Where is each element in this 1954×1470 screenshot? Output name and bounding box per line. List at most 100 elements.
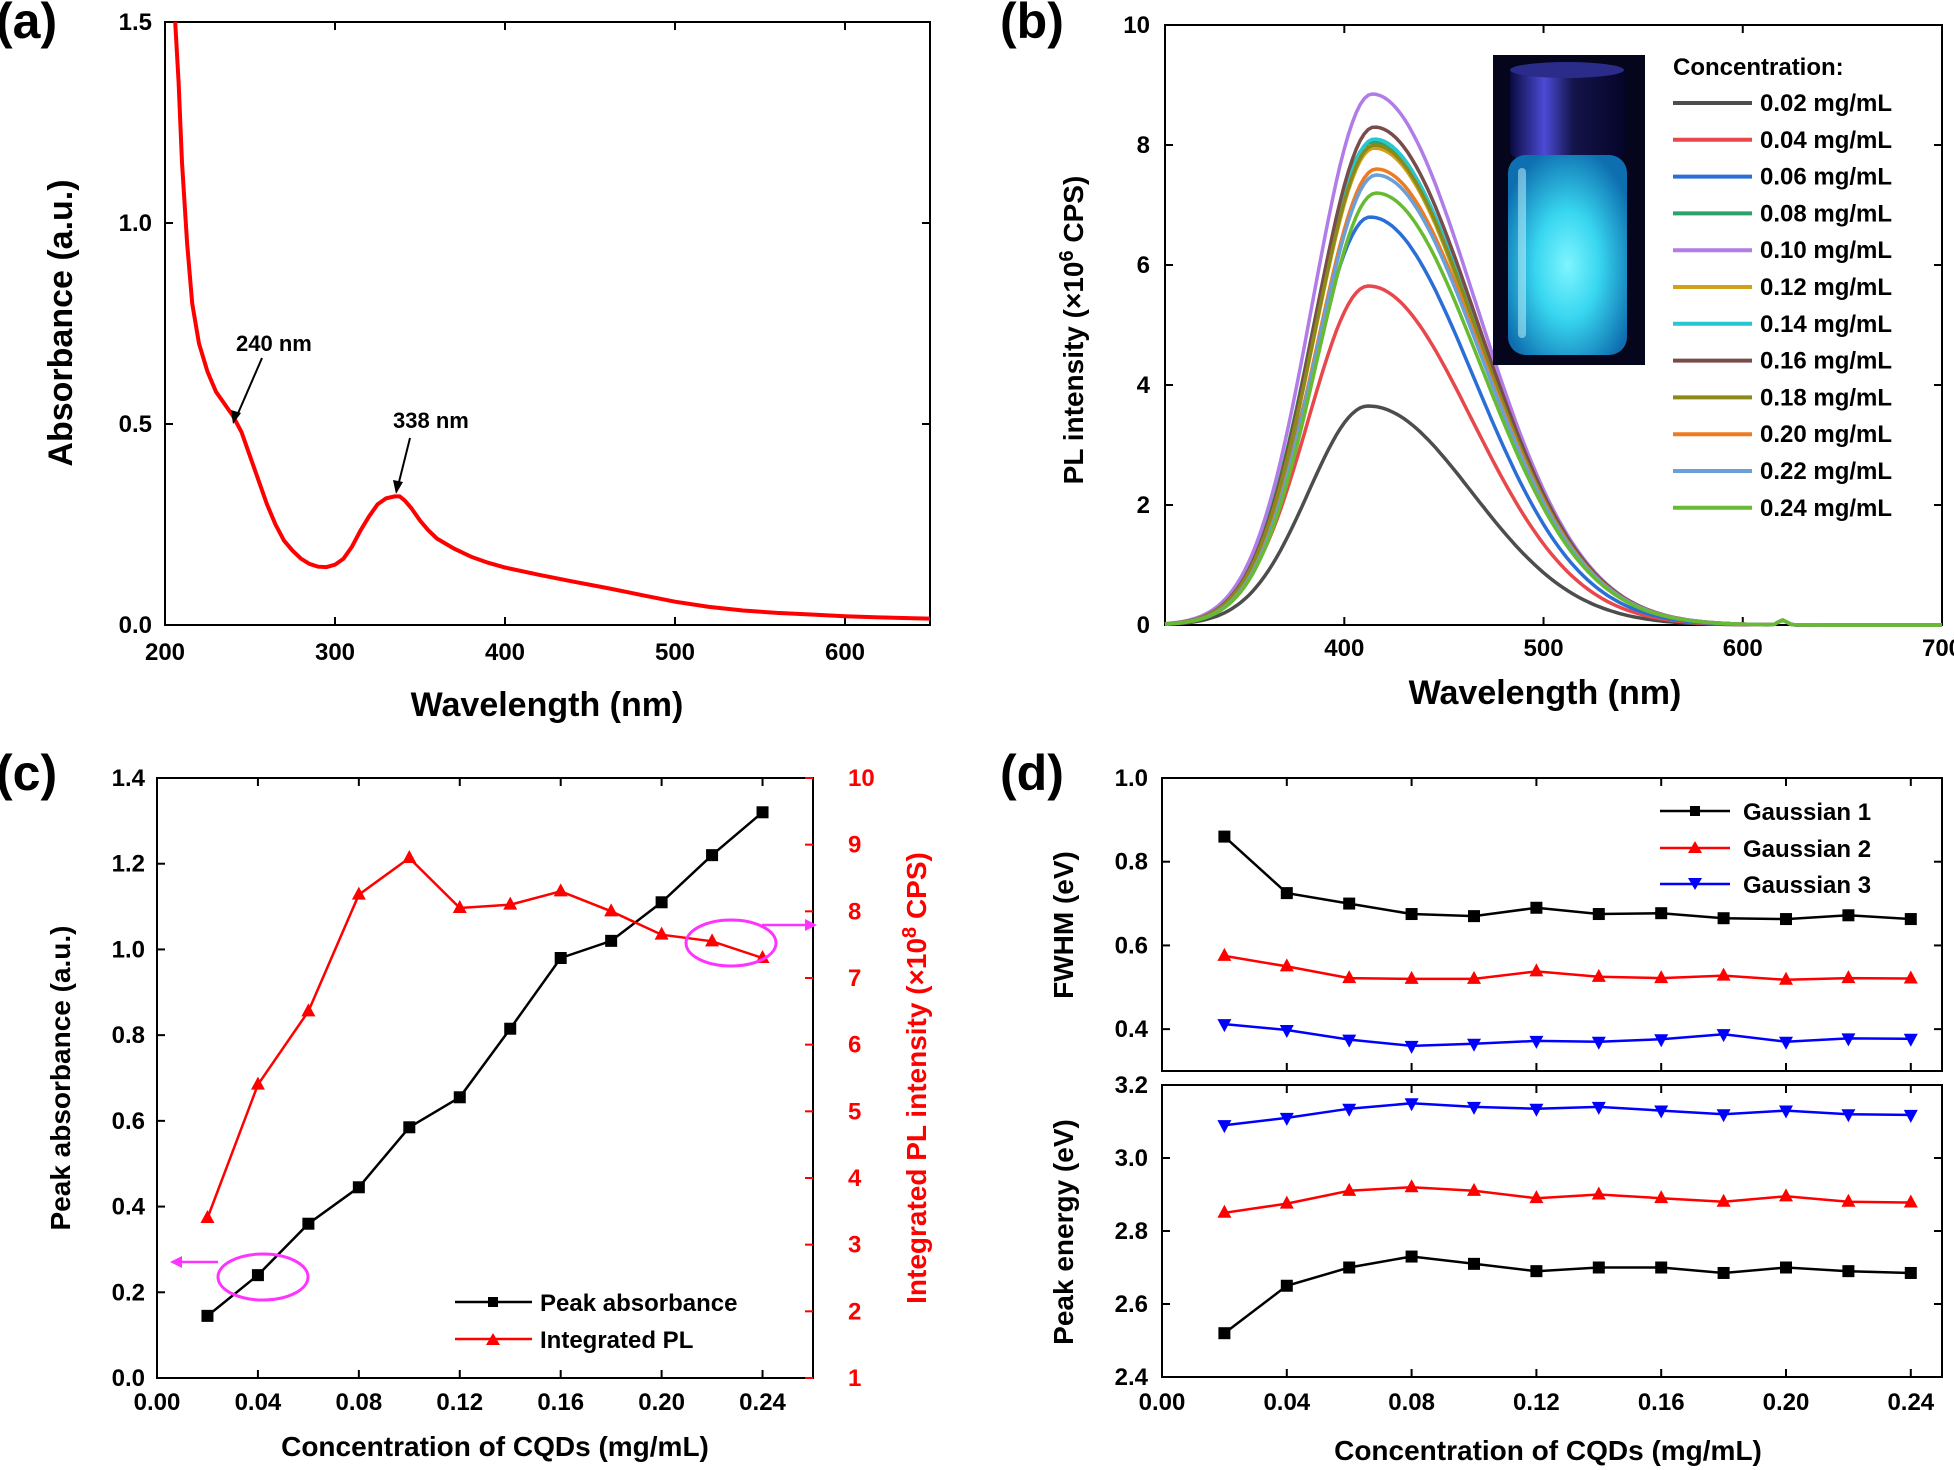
right-axis-indicator-ellipse xyxy=(684,918,778,968)
data-point xyxy=(1717,1266,1730,1279)
panel-a-xtick-label: 200 xyxy=(145,639,185,666)
panel-d-bottom-ytick-label: 3.2 xyxy=(1115,1072,1148,1099)
panel-d-top-frame xyxy=(1161,777,1943,1072)
data-point xyxy=(1467,1182,1481,1196)
panel-d-bottom-ytick-label: 2.4 xyxy=(1115,1364,1149,1391)
legend-label-2: 0.04 mg/mL xyxy=(1760,127,1892,154)
data-point xyxy=(1218,1327,1231,1340)
panel-b-ytick-label: 10 xyxy=(1123,12,1150,39)
data-point xyxy=(1655,1261,1668,1274)
panel-label-a: (a) xyxy=(0,0,57,49)
panel-c-y2tick-label: 10 xyxy=(848,765,875,792)
data-point xyxy=(1841,1109,1856,1123)
data-point xyxy=(554,952,567,964)
panel-a-xtick-label: 500 xyxy=(655,639,695,666)
absorbance-curve xyxy=(173,21,931,621)
panel-d-xtick-label: 0.16 xyxy=(1638,1389,1685,1416)
legend-marker-peak-absorbance xyxy=(488,1297,498,1307)
data-point xyxy=(1779,1105,1793,1119)
panel-c-xtick-label: 0.00 xyxy=(134,1389,181,1416)
panel-d-bottom-ytick-label: 2.6 xyxy=(1115,1291,1148,1318)
data-point xyxy=(1716,1193,1731,1207)
data-point xyxy=(1780,1261,1792,1274)
panel-d-ylabel-bottom: Peak energy (eV) xyxy=(1048,1119,1079,1345)
data-point xyxy=(1655,907,1668,920)
panel-d-top-ytick-label: 0.8 xyxy=(1115,849,1148,876)
data-point xyxy=(1404,1098,1419,1112)
panel-c-ytick-label: 0.4 xyxy=(112,1194,146,1221)
data-point xyxy=(302,1217,315,1230)
panel-a-xtick-label: 300 xyxy=(315,639,355,666)
data-point xyxy=(201,1309,214,1322)
panel-a-xlabel: Wavelength (nm) xyxy=(411,686,684,724)
panel-d-xtick-label: 0.20 xyxy=(1763,1389,1810,1416)
right-axis-indicator-arrowhead xyxy=(805,919,817,931)
panel-c-ytick-label: 0.8 xyxy=(112,1022,145,1049)
series-line-2 xyxy=(206,856,763,1219)
data-point xyxy=(1780,913,1792,926)
energy-line-3 xyxy=(1224,1102,1911,1127)
data-point xyxy=(1280,887,1293,900)
fwhm-line-3 xyxy=(1224,1022,1911,1048)
panel-c-y2tick-label: 6 xyxy=(848,1032,861,1059)
legend-marker-gaussian-3 xyxy=(1688,878,1702,890)
data-point xyxy=(250,1076,265,1090)
panel-c-ylabel: Peak absorbance (a.u.) xyxy=(45,925,76,1230)
data-point xyxy=(301,1003,316,1017)
legend-label-4: 0.08 mg/mL xyxy=(1760,200,1892,227)
data-point xyxy=(1217,947,1232,961)
panel-c-ytick-label: 1.2 xyxy=(112,851,145,878)
legend-label-6: 0.12 mg/mL xyxy=(1760,274,1892,301)
data-point xyxy=(352,1181,365,1194)
panel-d-bottom-frame xyxy=(1161,1084,1943,1378)
data-point xyxy=(1530,901,1543,914)
data-point xyxy=(1279,1112,1294,1126)
panel-d-bottom-ytick-label: 3.0 xyxy=(1115,1145,1148,1172)
data-point xyxy=(1654,970,1669,984)
panel-a-ytick-label: 1.0 xyxy=(119,210,152,237)
annotation-240nm-arrow xyxy=(235,357,263,419)
data-point xyxy=(1342,1103,1357,1117)
legend-label-3: 0.06 mg/mL xyxy=(1760,164,1892,191)
data-point xyxy=(1779,1036,1793,1050)
panel-d-xtick-label: 0.04 xyxy=(1263,1389,1310,1416)
panel-b-xlabel: Wavelength (nm) xyxy=(1409,674,1682,712)
data-point xyxy=(1779,971,1793,985)
data-point xyxy=(1404,970,1419,984)
data-point xyxy=(1654,1105,1669,1119)
panel-c-y2tick-label: 9 xyxy=(848,832,861,859)
panel-d-legend: Gaussian 1 Gaussian 2 Gaussian 3 xyxy=(1660,799,1871,899)
legend-label-9: 0.18 mg/mL xyxy=(1760,384,1892,411)
data-point xyxy=(553,883,568,897)
legend-label-1: 0.02 mg/mL xyxy=(1760,90,1892,117)
data-point xyxy=(655,896,668,909)
data-point xyxy=(1404,1040,1419,1054)
series-line-1 xyxy=(206,811,764,1317)
panel-c-y2tick-label: 2 xyxy=(848,1298,861,1325)
data-point xyxy=(1841,970,1856,984)
panel-d: 0.00 0.04 0.08 0.12 0.16 0.20 0.24 0.4 0.6 0.8 1.0… xyxy=(1048,765,1943,1466)
panel-d-ylabel-top: FWHM (eV) xyxy=(1048,851,1079,999)
data-point xyxy=(503,896,518,910)
data-point xyxy=(402,850,417,863)
legend-label-10: 0.20 mg/mL xyxy=(1760,421,1892,448)
data-point xyxy=(705,933,720,947)
legend-title: Concentration: xyxy=(1673,54,1844,81)
panel-a-xtick-label: 600 xyxy=(825,639,865,666)
legend-label-7: 0.14 mg/mL xyxy=(1760,311,1892,338)
panel-d-xtick-label: 0.24 xyxy=(1887,1389,1934,1416)
panel-c-xtick-label: 0.24 xyxy=(739,1389,786,1416)
data-point xyxy=(1716,1109,1731,1123)
data-point xyxy=(453,1091,466,1104)
data-point xyxy=(1904,1266,1917,1279)
data-point xyxy=(1280,1279,1293,1292)
panel-c-ytick-label: 0.2 xyxy=(112,1279,145,1306)
data-point xyxy=(504,1022,517,1035)
legend-label-5: 0.10 mg/mL xyxy=(1760,237,1892,264)
panel-c: 0.00 0.04 0.08 0.12 0.16 0.20 0.24 0.0 0.2 0.4 0.6… xyxy=(45,765,932,1462)
data-point xyxy=(1468,910,1480,923)
data-point xyxy=(1279,1195,1294,1209)
data-point xyxy=(1342,970,1357,984)
data-point xyxy=(1217,1204,1232,1218)
data-point xyxy=(1468,1257,1480,1270)
